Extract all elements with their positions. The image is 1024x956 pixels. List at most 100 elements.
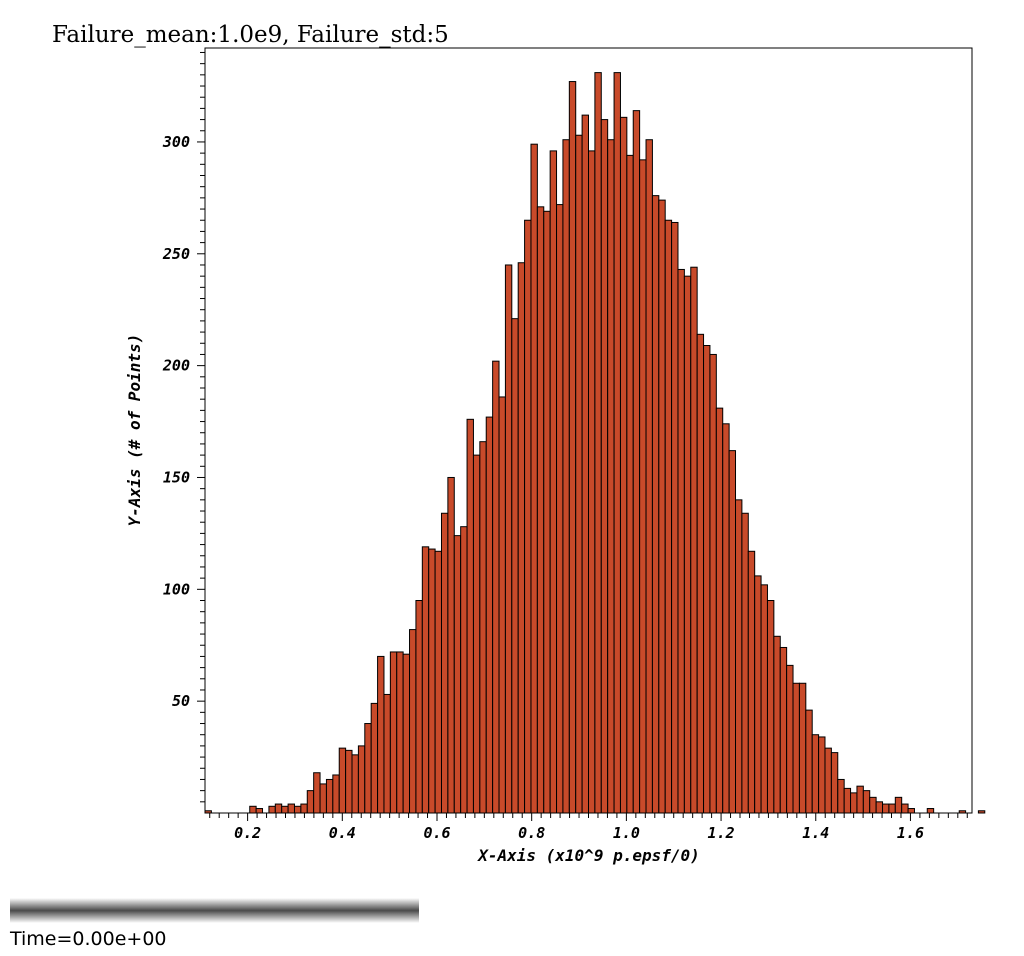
x-tick-label: 1.2 — [708, 824, 735, 842]
time-bar — [10, 898, 419, 923]
histogram-bar — [421, 546, 430, 814]
histogram-bar — [511, 318, 519, 814]
histogram-bar — [703, 345, 711, 814]
histogram-bar — [268, 805, 276, 814]
y-tick-label: 300 — [162, 133, 190, 151]
histogram-bar — [894, 796, 903, 814]
histogram-bar — [926, 808, 935, 814]
histogram-bar — [696, 333, 705, 814]
histogram-bar — [460, 526, 468, 814]
histogram-bar — [626, 154, 634, 814]
histogram-bar — [632, 110, 641, 814]
histogram-bar — [690, 266, 698, 814]
histogram-bar — [575, 134, 583, 814]
histogram-bar — [671, 221, 679, 814]
histogram-bar — [741, 512, 749, 814]
histogram-bar — [798, 682, 807, 814]
histogram-bar — [837, 778, 845, 814]
histogram-bar — [319, 783, 327, 814]
histogram-bar — [786, 664, 794, 814]
histogram-bar — [396, 651, 404, 814]
histogram-bar — [428, 548, 436, 814]
histogram-bar — [760, 584, 768, 814]
histogram-bar — [715, 407, 724, 814]
histogram-bar — [856, 785, 864, 814]
x-tick-label: 1.6 — [897, 824, 924, 842]
histogram-bar — [664, 219, 673, 814]
histogram-bar — [607, 139, 615, 814]
histogram-bar — [824, 747, 832, 814]
histogram-bar — [530, 143, 538, 814]
histogram-bar — [517, 262, 526, 814]
histogram-bar — [869, 796, 877, 814]
histogram-bar — [485, 416, 494, 814]
histogram-bar — [409, 629, 417, 814]
histogram-bar — [325, 778, 334, 814]
histogram-bar — [549, 150, 558, 814]
histogram-bar — [639, 159, 647, 814]
y-tick-label: 250 — [162, 245, 190, 263]
histogram-bar — [811, 734, 820, 814]
histogram-bar — [862, 790, 871, 814]
y-tick-label: 200 — [162, 357, 190, 375]
histogram-bar — [293, 805, 302, 814]
histogram-bar — [345, 749, 353, 814]
x-tick-label: 0.8 — [518, 824, 545, 842]
histogram-bar — [818, 736, 826, 814]
y-tick-label: 100 — [163, 580, 190, 598]
histogram-bar — [370, 702, 379, 814]
histogram-bar — [313, 772, 321, 814]
x-tick-labels: 0.2 0.4 0.6 0.8 1.0 1.2 1.4 1.6 — [234, 824, 924, 842]
histogram-bar — [498, 396, 506, 814]
histogram-bar — [402, 653, 411, 814]
histogram-bar — [792, 682, 800, 814]
x-tick-label: 0.2 — [234, 824, 261, 842]
histogram-bar — [619, 116, 628, 814]
histogram-bar — [536, 206, 545, 814]
histogram-bar — [453, 535, 462, 814]
histogram-bar — [588, 150, 596, 814]
histogram-bar — [281, 805, 289, 814]
histogram-bar — [843, 787, 852, 814]
histogram-bar — [683, 275, 692, 814]
x-tick-label: 1.4 — [802, 824, 829, 842]
histogram-bar — [351, 754, 359, 814]
histogram-bar — [306, 790, 315, 814]
histogram-bar — [594, 72, 602, 814]
x-tick-label: 0.4 — [329, 824, 356, 842]
histogram-bar — [332, 774, 340, 814]
histogram-bar — [504, 264, 513, 814]
histogram-bar — [722, 423, 730, 814]
chart-title: Failure_mean:1.0e9, Failure_std:5 — [52, 22, 449, 48]
bars-group — [204, 72, 986, 814]
histogram-bar — [383, 693, 391, 814]
histogram-bar — [364, 723, 372, 814]
y-tick-label: 50 — [172, 692, 190, 710]
tick-marks — [197, 51, 968, 821]
histogram-bar — [338, 747, 347, 814]
histogram-bar — [472, 454, 481, 814]
histogram-bar — [249, 805, 257, 814]
histogram-bar — [766, 600, 775, 814]
histogram-bar — [805, 709, 813, 814]
x-axis-label: X-Axis (x10^9 p.epsf/0) — [476, 846, 700, 865]
histogram-bar — [524, 219, 532, 814]
histogram-bar — [440, 512, 449, 814]
histogram-bar — [415, 600, 423, 814]
histogram-bar — [466, 418, 474, 814]
histogram-bar — [677, 268, 685, 814]
histogram-bar — [773, 635, 781, 814]
y-axis-label: Y-Axis (# of Points) — [125, 334, 144, 527]
histogram-bar — [850, 792, 858, 814]
x-tick-label: 1.0 — [613, 824, 640, 842]
histogram-bar — [581, 114, 589, 814]
histogram-bar — [779, 646, 788, 814]
x-tick-label: 0.6 — [423, 824, 450, 842]
histogram-bar — [377, 655, 385, 814]
histogram-bar — [562, 139, 570, 814]
histogram-bar — [735, 499, 743, 814]
histogram-bar — [882, 803, 890, 814]
histogram-bar — [389, 651, 398, 814]
histogram-bar — [907, 808, 915, 814]
